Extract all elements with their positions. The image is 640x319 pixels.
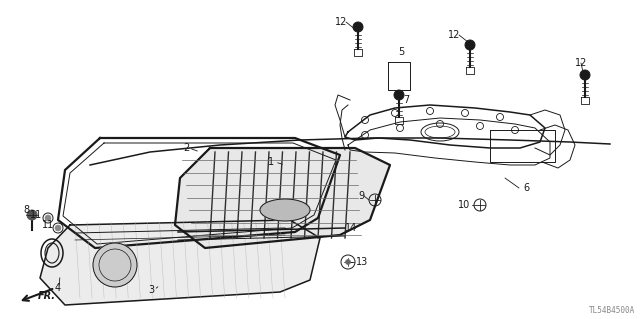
Text: 11: 11	[30, 210, 42, 220]
Circle shape	[580, 70, 590, 80]
Text: 2: 2	[183, 143, 189, 153]
Circle shape	[465, 40, 475, 50]
Text: FR.: FR.	[38, 291, 56, 301]
Text: TL54B4500A: TL54B4500A	[589, 306, 635, 315]
Circle shape	[93, 243, 137, 287]
Circle shape	[353, 22, 363, 32]
Text: 7: 7	[403, 95, 409, 105]
Circle shape	[55, 225, 61, 231]
Text: 9: 9	[358, 191, 364, 201]
Text: 5: 5	[398, 47, 404, 57]
Text: 4: 4	[55, 283, 61, 293]
Polygon shape	[40, 220, 320, 305]
Text: 6: 6	[523, 183, 529, 193]
Polygon shape	[175, 148, 390, 248]
Circle shape	[45, 215, 51, 221]
Text: 11: 11	[42, 220, 54, 230]
Text: 12: 12	[335, 17, 348, 27]
Circle shape	[346, 259, 351, 264]
Text: 12: 12	[575, 58, 588, 68]
Circle shape	[27, 210, 37, 220]
Text: 10: 10	[458, 200, 470, 210]
Text: 13: 13	[356, 257, 368, 267]
Ellipse shape	[260, 199, 310, 221]
Circle shape	[394, 90, 404, 100]
Text: 14: 14	[345, 223, 357, 233]
Text: 1: 1	[268, 157, 274, 167]
Text: 3: 3	[148, 285, 154, 295]
Text: 12: 12	[448, 30, 460, 40]
Text: 8: 8	[23, 205, 29, 215]
